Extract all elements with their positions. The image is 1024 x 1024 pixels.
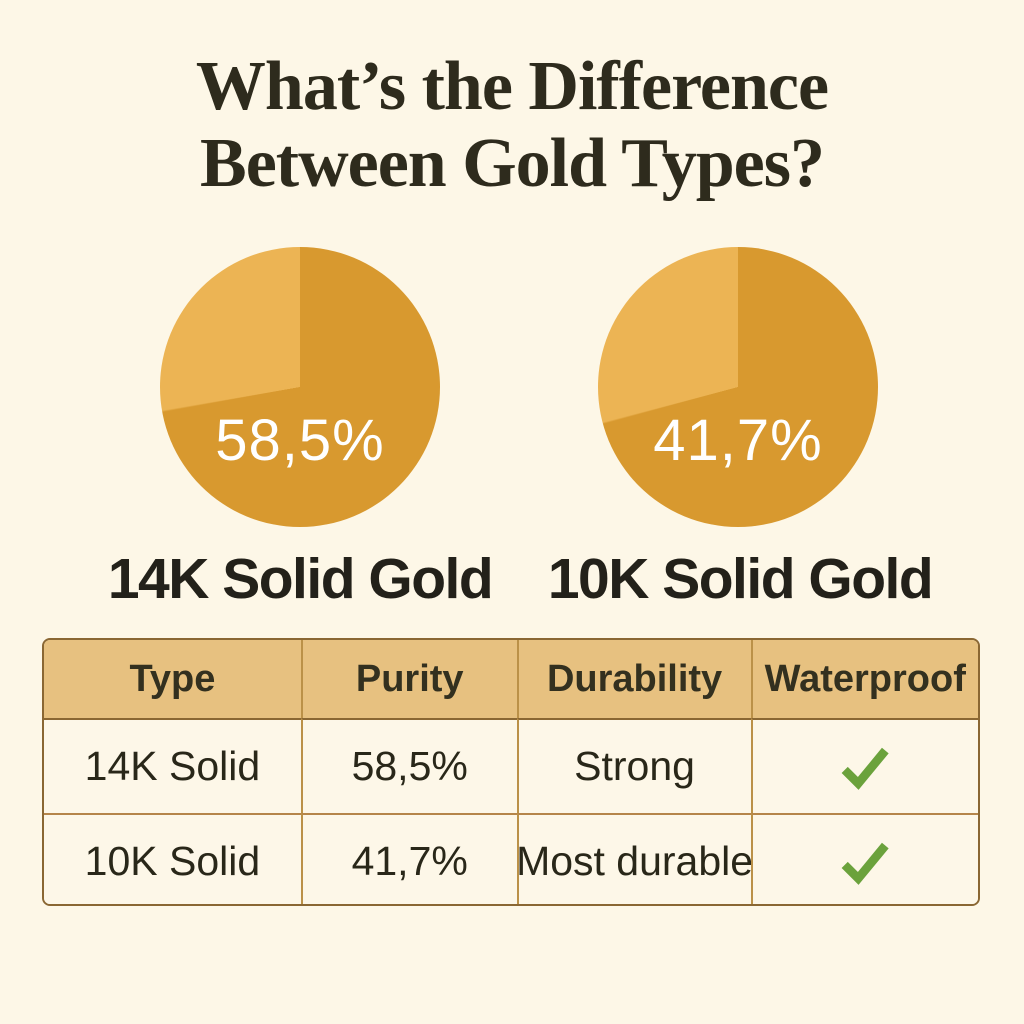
table-cell-waterproof-10k [750,813,978,904]
pie-chart-14k: 58,5% [160,247,440,527]
pie-value-label-14k: 58,5% [215,407,385,473]
table-cell-waterproof-14k [750,718,978,813]
table-cell-durability-14k: Strong [516,718,751,813]
table-cell-purity-10k: 41,7% [300,813,517,904]
pie-caption-14k: 14K Solid Gold [107,547,494,611]
title-line-1: What’s the Difference [195,48,829,125]
check-icon [841,747,889,790]
pie-value-label-10k: 41,7% [653,407,823,473]
table-cell-purity-14k: 58,5% [300,718,517,813]
column-header-type: Type [44,640,301,718]
table-cell-type-14k: 14K Solid [44,718,301,813]
page-title: What’s the Difference Between Gold Types… [0,48,1024,202]
pie-chart-10k: 41,7% [598,247,878,527]
title-line-2: Between Gold Types? [200,125,825,202]
check-icon [841,842,889,885]
column-header-purity: Purity [300,640,517,718]
comparison-table: Type Purity Durability Waterproof 14K So… [42,638,980,906]
column-header-waterproof: Waterproof [750,640,978,718]
pie-caption-10k: 10K Solid Gold [547,547,934,611]
column-header-durability: Durability [516,640,751,718]
table-cell-durability-10k: Most durable [516,813,751,904]
table-cell-type-10k: 10K Solid [44,813,301,904]
